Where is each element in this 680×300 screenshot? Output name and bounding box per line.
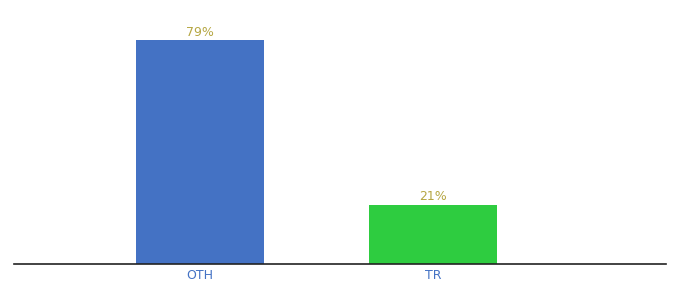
Text: 79%: 79% (186, 26, 214, 39)
Bar (369, 205, 497, 264)
Bar (136, 40, 265, 264)
Text: 21%: 21% (420, 190, 447, 203)
